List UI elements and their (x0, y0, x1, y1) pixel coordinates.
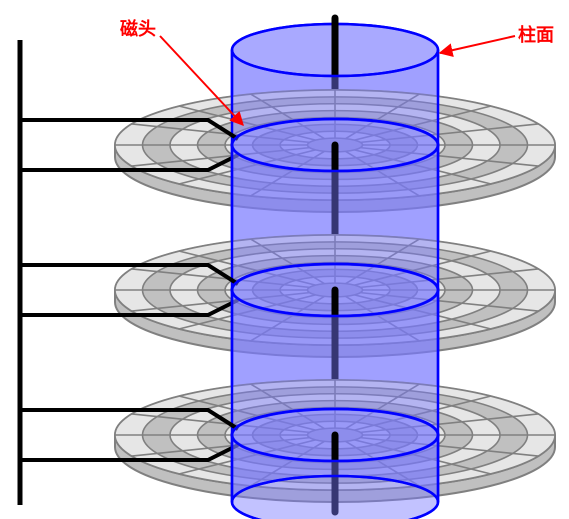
cylinder-label: 柱面 (518, 24, 554, 45)
disk-cylinder-diagram: 磁头 柱面 (0, 0, 569, 519)
head-label: 磁头 (120, 18, 156, 39)
cylinder-arrow (440, 36, 515, 53)
